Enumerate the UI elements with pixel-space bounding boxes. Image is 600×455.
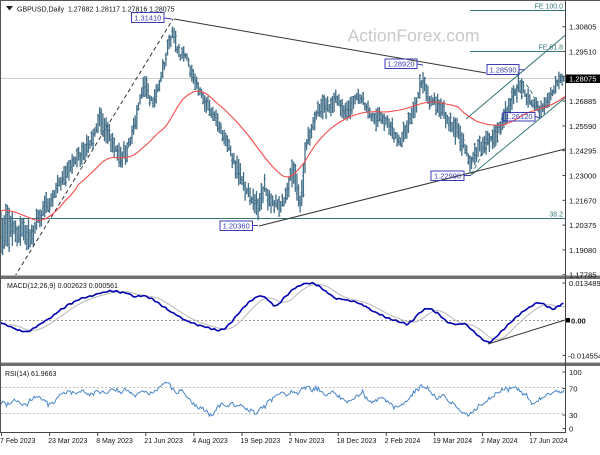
svg-text:2 Feb 2024: 2 Feb 2024 (385, 438, 421, 445)
svg-text:8 May 2023: 8 May 2023 (96, 438, 133, 445)
svg-text:1.19080: 1.19080 (569, 246, 596, 255)
svg-text:70: 70 (569, 385, 577, 394)
svg-text:1.28075: 1.28075 (569, 75, 596, 84)
svg-text:GBPUSD,Daily 1.27882 1.28117: GBPUSD,Daily 1.27882 1.28117 1.27816 1.2… (17, 7, 175, 14)
svg-text:1.24295: 1.24295 (569, 147, 596, 156)
svg-text:1.26885: 1.26885 (569, 97, 596, 106)
svg-text:0.00: 0.00 (571, 317, 586, 326)
svg-text:2 May 2024: 2 May 2024 (481, 438, 518, 445)
svg-text:1.23000: 1.23000 (569, 172, 596, 181)
svg-text:1.29510: 1.29510 (569, 48, 596, 57)
svg-text:21 Jun 2023: 21 Jun 2023 (144, 438, 183, 445)
svg-text:19 Sep 2023: 19 Sep 2023 (241, 438, 281, 445)
svg-text:100: 100 (569, 368, 582, 377)
svg-text:1.31410: 1.31410 (134, 14, 161, 23)
svg-text:2 Nov 2023: 2 Nov 2023 (289, 438, 325, 445)
svg-text:-0.014554: -0.014554 (568, 352, 600, 361)
svg-text:FE 100.0: FE 100.0 (535, 4, 564, 11)
svg-text:0.013489: 0.013489 (569, 279, 600, 288)
svg-text:1.21670: 1.21670 (569, 196, 596, 205)
svg-text:17 Jun 2024: 17 Jun 2024 (529, 438, 568, 445)
svg-text:RSI(14) 61.9663: RSI(14) 61.9663 (5, 371, 56, 378)
svg-text:1.25590: 1.25590 (569, 122, 596, 131)
svg-text:1.28920: 1.28920 (387, 60, 414, 69)
svg-text:19 Mar 2024: 19 Mar 2024 (433, 438, 472, 445)
svg-text:4 Aug 2023: 4 Aug 2023 (192, 438, 228, 445)
svg-text:18 Dec 2023: 18 Dec 2023 (337, 438, 377, 445)
svg-text:38.2: 38.2 (549, 212, 563, 219)
svg-text:1.30805: 1.30805 (569, 23, 596, 32)
svg-text:23 Mar 2023: 23 Mar 2023 (48, 438, 87, 445)
svg-text:1.28590: 1.28590 (489, 66, 516, 75)
svg-text:7 Feb 2023: 7 Feb 2023 (0, 438, 36, 445)
svg-text:1.20375: 1.20375 (569, 221, 596, 230)
svg-text:1.26120: 1.26120 (505, 112, 532, 121)
svg-text:1.22990: 1.22990 (434, 172, 461, 181)
svg-text:1.20360: 1.20360 (223, 222, 250, 231)
svg-text:1.17785: 1.17785 (569, 271, 596, 280)
svg-text:0: 0 (569, 425, 573, 434)
svg-text:30: 30 (569, 411, 577, 420)
svg-text:MACD(12,26,9) 0.002623 0.00056: MACD(12,26,9) 0.002623 0.000561 (7, 283, 118, 290)
svg-text:ActionForex.com: ActionForex.com (348, 26, 480, 46)
